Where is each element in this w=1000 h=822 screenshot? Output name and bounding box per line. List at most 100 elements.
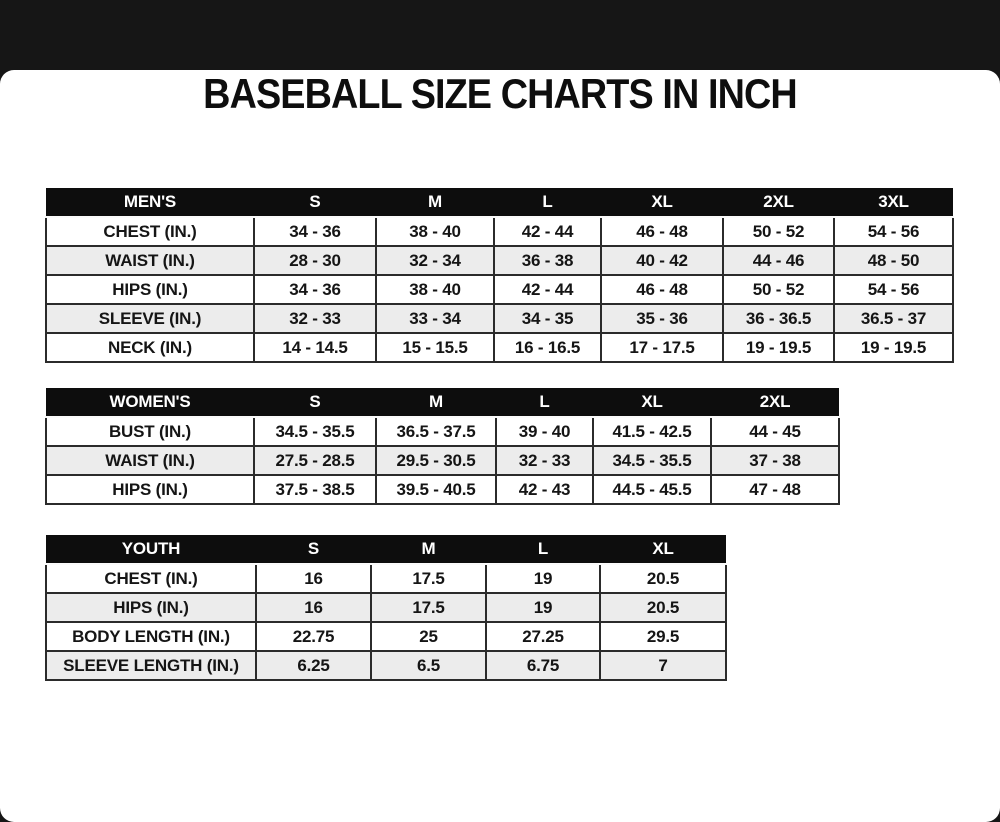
size-value: 40 - 42 [600,245,724,276]
size-value: 44.5 - 45.5 [592,474,712,505]
youth-size-table: YOUTH S M L XL CHEST (IN.) 16 17.5 19 20.5 HIPS (… [45,535,727,681]
size-value: 50 - 52 [722,216,835,247]
measurement-row: BODY LENGTH (IN.) 22.75 25 27.25 29.5 [45,621,727,652]
size-value: 32 - 33 [495,445,594,476]
size-value: 46 - 48 [600,216,724,247]
size-value: 46 - 48 [600,274,724,305]
size-value: 27.25 [485,621,601,652]
size-value: 6.75 [485,650,601,681]
size-value: 42 - 44 [493,216,602,247]
size-column-header: L [496,388,593,418]
size-column-header: M [376,188,494,218]
size-value: 16 [255,592,372,623]
measurement-row: HIPS (IN.) 34 - 36 38 - 40 42 - 44 46 - 48 50… [45,274,954,305]
size-value: 38 - 40 [375,274,495,305]
size-column-header: 3XL [834,188,953,218]
size-value: 19 [485,592,601,623]
measurement-label: WAIST (IN.) [45,445,255,476]
size-value: 29.5 [599,621,727,652]
size-value: 47 - 48 [710,474,840,505]
size-value: 48 - 50 [833,245,954,276]
measurement-row: WAIST (IN.) 28 - 30 32 - 34 36 - 38 40 - 42 4… [45,245,954,276]
measurement-label: HIPS (IN.) [45,592,257,623]
size-column-header: M [376,388,496,418]
size-value: 19 [485,563,601,594]
size-value: 16 [255,563,372,594]
size-value: 35 - 36 [600,303,724,334]
size-value: 32 - 34 [375,245,495,276]
size-value: 32 - 33 [253,303,377,334]
size-value: 27.5 - 28.5 [253,445,377,476]
size-value: 34 - 35 [493,303,602,334]
size-value: 20.5 [599,592,727,623]
size-value: 54 - 56 [833,216,954,247]
size-value: 39 - 40 [495,416,594,447]
size-column-header: 2XL [711,388,839,418]
size-value: 15 - 15.5 [375,332,495,363]
size-value: 42 - 44 [493,274,602,305]
size-value: 37.5 - 38.5 [253,474,377,505]
measurement-row: NECK (IN.) 14 - 14.5 15 - 15.5 16 - 16.5 17 … [45,332,954,363]
size-value: 36.5 - 37 [833,303,954,334]
size-value: 36 - 38 [493,245,602,276]
size-value: 22.75 [255,621,372,652]
youth-table-header: YOUTH S M L XL [46,535,726,565]
measurement-row: BUST (IN.) 34.5 - 35.5 36.5 - 37.5 39 - 40 4… [45,416,840,447]
size-value: 42 - 43 [495,474,594,505]
size-value: 34 - 36 [253,274,377,305]
size-column-header: L [486,535,600,565]
size-value: 28 - 30 [253,245,377,276]
size-value: 7 [599,650,727,681]
size-value: 37 - 38 [710,445,840,476]
header-row: YOUTH S M L XL [46,535,726,565]
measurement-label: SLEEVE LENGTH (IN.) [45,650,257,681]
page-title: BASEBALL SIZE CHARTS IN INCH [203,70,798,117]
size-value: 6.5 [370,650,487,681]
size-value: 16 - 16.5 [493,332,602,363]
size-value: 38 - 40 [375,216,495,247]
measurement-label: HIPS (IN.) [45,474,255,505]
size-value: 41.5 - 42.5 [592,416,712,447]
measurement-label: HIPS (IN.) [45,274,255,305]
group-label: YOUTH [46,535,256,565]
size-column-header: 2XL [723,188,834,218]
size-value: 36 - 36.5 [722,303,835,334]
measurement-row: SLEEVE (IN.) 32 - 33 33 - 34 34 - 35 35 - 36… [45,303,954,334]
size-column-header: XL [593,388,711,418]
group-label: WOMEN'S [46,388,254,418]
size-column-header: XL [600,535,726,565]
size-value: 36.5 - 37.5 [375,416,497,447]
womens-table-body: BUST (IN.) 34.5 - 35.5 36.5 - 37.5 39 - 40 4… [45,416,840,505]
mens-table-body: CHEST (IN.) 34 - 36 38 - 40 42 - 44 46 - 48 5… [45,216,954,363]
size-value: 29.5 - 30.5 [375,445,497,476]
size-column-header: L [494,188,601,218]
size-value: 34.5 - 35.5 [592,445,712,476]
size-chart-page: BASEBALL SIZE CHARTS IN INCH MEN'S S M L XL 2… [0,70,1000,681]
measurement-row: CHEST (IN.) 34 - 36 38 - 40 42 - 44 46 - 48 5… [45,216,954,247]
measurement-label: CHEST (IN.) [45,563,257,594]
womens-table-header: WOMEN'S S M L XL 2XL [46,388,839,418]
measurement-label: NECK (IN.) [45,332,255,363]
measurement-row: SLEEVE LENGTH (IN.) 6.25 6.5 6.75 7 [45,650,727,681]
measurement-label: CHEST (IN.) [45,216,255,247]
size-column-header: S [254,388,376,418]
size-value: 17.5 [370,563,487,594]
womens-size-table: WOMEN'S S M L XL 2XL BUST (IN.) 34.5 - 35.5 36.… [45,388,840,505]
measurement-label: WAIST (IN.) [45,245,255,276]
size-value: 19 - 19.5 [722,332,835,363]
size-value: 34 - 36 [253,216,377,247]
size-value: 14 - 14.5 [253,332,377,363]
size-value: 39.5 - 40.5 [375,474,497,505]
size-value: 6.25 [255,650,372,681]
size-value: 54 - 56 [833,274,954,305]
size-value: 25 [370,621,487,652]
size-value: 50 - 52 [722,274,835,305]
measurement-row: HIPS (IN.) 16 17.5 19 20.5 [45,592,727,623]
size-value: 34.5 - 35.5 [253,416,377,447]
measurement-label: BUST (IN.) [45,416,255,447]
mens-size-table: MEN'S S M L XL 2XL 3XL CHEST (IN.) 34 - 36 38 - … [45,188,954,363]
size-column-header: S [256,535,371,565]
header-row: MEN'S S M L XL 2XL 3XL [46,188,953,218]
measurement-row: HIPS (IN.) 37.5 - 38.5 39.5 - 40.5 42 - 43 4… [45,474,840,505]
size-value: 44 - 45 [710,416,840,447]
